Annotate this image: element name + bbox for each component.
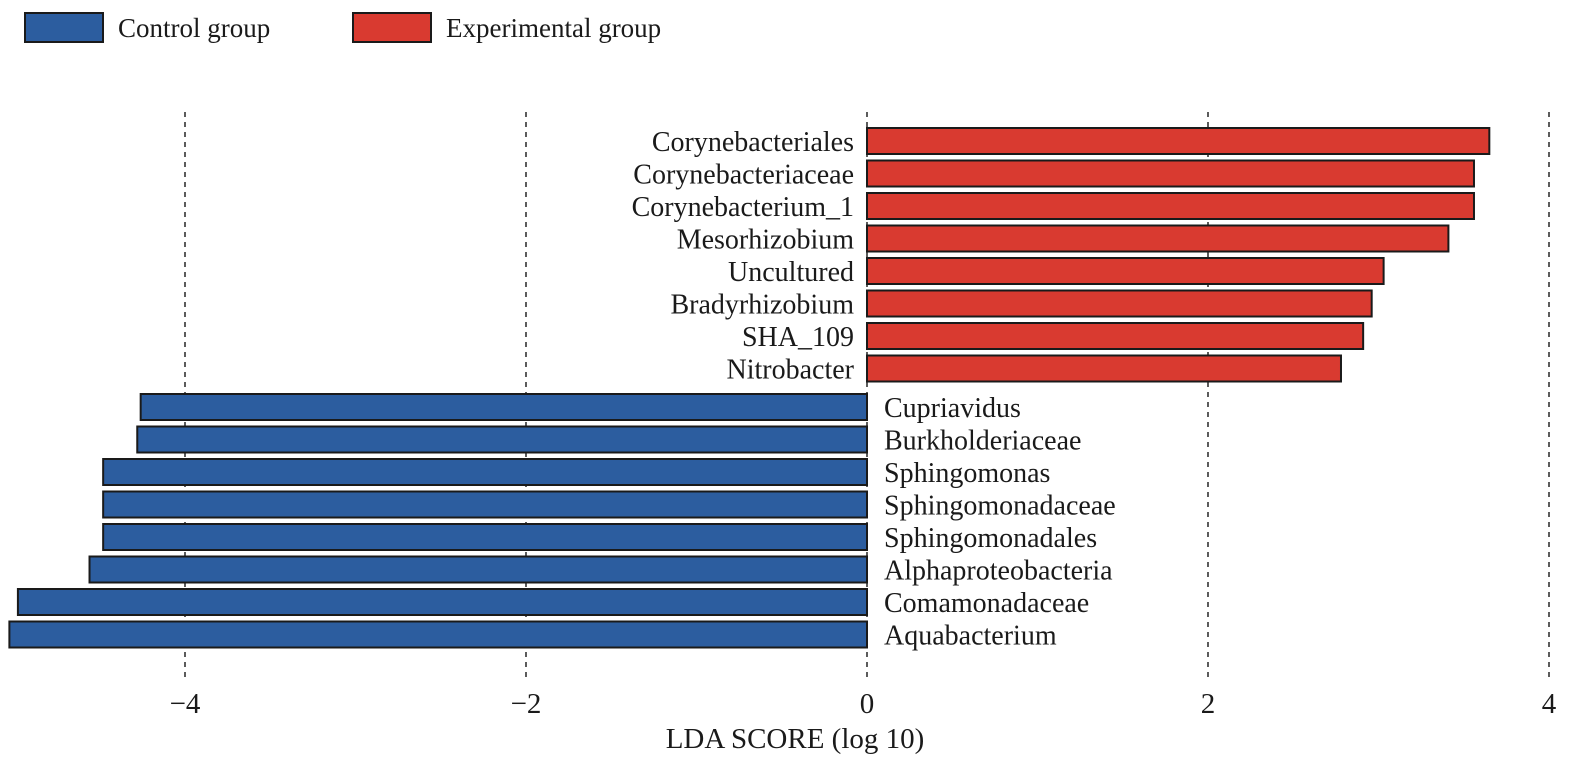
legend-label-experimental-group: Experimental group — [446, 13, 661, 43]
bar-corynebacteriales — [866, 127, 1491, 155]
bar-label-sphingomonadaceae: Sphingomonadaceae — [884, 491, 1116, 522]
bar-label-sphingomonadales: Sphingomonadales — [884, 523, 1097, 554]
bar-aquabacterium — [8, 620, 868, 649]
bar-label-mesorhizobium: Mesorhizobium — [677, 225, 855, 256]
bar-label-nitrobacter: Nitrobacter — [727, 355, 855, 386]
bar-label-burkholderiaceae: Burkholderiaceae — [884, 426, 1081, 457]
bar-labels: CorynebacterialesCorynebacteriaceaeCoryn… — [632, 127, 1116, 652]
bar-corynebacteriaceae — [866, 159, 1475, 188]
bar-label-alphaproteobacteria: Alphaproteobacteria — [884, 556, 1113, 587]
bar-label-comamonadaceae: Comamonadaceae — [884, 588, 1089, 619]
bar-nitrobacter — [866, 354, 1342, 383]
x-axis-label: LDA SCORE (log 10) — [666, 723, 925, 755]
bar-sha-109 — [866, 322, 1365, 350]
x-tick-label: −2 — [511, 688, 542, 720]
bar-alphaproteobacteria — [88, 555, 868, 584]
legend-label-control-group: Control group — [118, 13, 270, 43]
legend: Control group Experimental group — [24, 12, 661, 43]
bar-cupriavidus — [139, 393, 869, 421]
x-tick-label: −4 — [170, 688, 201, 720]
bar-sphingomonas — [102, 458, 869, 486]
bar-sphingomonadales — [102, 523, 869, 551]
bar-label-uncultured: Uncultured — [728, 257, 854, 288]
bar-label-corynebacterium-1: Corynebacterium_1 — [632, 192, 854, 223]
bar-label-bradyrhizobium: Bradyrhizobium — [670, 290, 854, 321]
bar-label-aquabacterium: Aquabacterium — [884, 621, 1057, 652]
bar-label-corynebacteriales: Corynebacteriales — [652, 127, 854, 158]
x-tick-label: 4 — [1542, 688, 1557, 720]
bar-sphingomonadaceae — [102, 490, 869, 519]
bar-comamonadaceae — [16, 588, 869, 616]
bar-label-cupriavidus: Cupriavidus — [884, 393, 1021, 424]
bar-label-corynebacteriaceae: Corynebacteriaceae — [633, 160, 854, 191]
x-axis-ticks: −4 −2 0 2 4 — [170, 688, 1557, 720]
bar-mesorhizobium — [866, 224, 1450, 253]
legend-swatch-experimental-group — [352, 12, 432, 43]
bar-corynebacterium-1 — [866, 192, 1475, 220]
bar-uncultured — [866, 257, 1385, 285]
bar-bradyrhizobium — [866, 289, 1373, 318]
x-tick-label: 2 — [1201, 688, 1216, 720]
bar-burkholderiaceae — [136, 425, 868, 454]
bar-label-sha-109: SHA_109 — [742, 322, 854, 353]
bar-label-sphingomonas: Sphingomonas — [884, 458, 1050, 489]
x-tick-label: 0 — [860, 688, 875, 720]
legend-swatch-control-group — [24, 12, 104, 43]
bars — [8, 127, 1491, 649]
